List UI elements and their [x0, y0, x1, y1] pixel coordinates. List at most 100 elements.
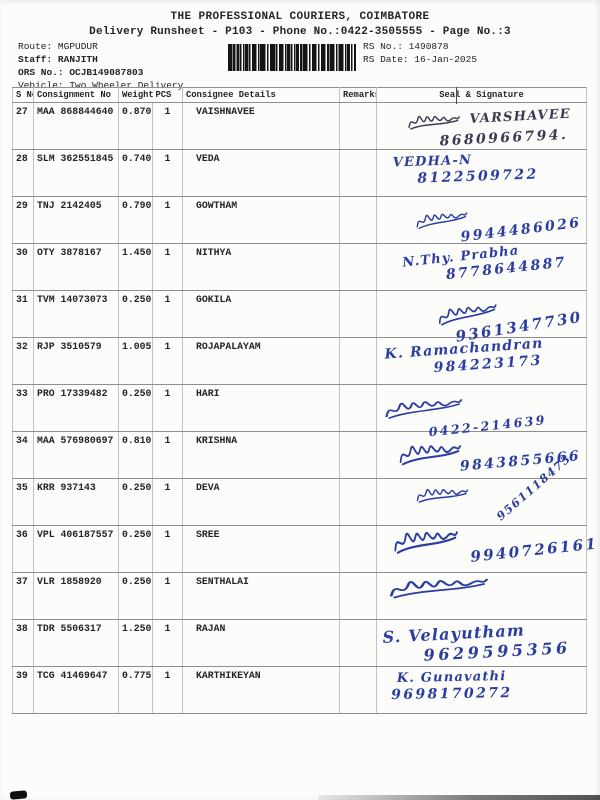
signature-line1	[385, 382, 545, 422]
signature-line1: K. Gunavathi	[397, 669, 513, 686]
cell-sno: 37	[12, 572, 34, 620]
cell-sno: 27	[12, 102, 34, 150]
cell-sno: 28	[12, 149, 34, 197]
cell-weight: 0.250	[118, 525, 153, 573]
ors-line: ORS No.: OCJB149087803	[18, 67, 183, 79]
cell-pcs: 1	[152, 243, 183, 291]
ors-value: OCJB149087803	[69, 67, 144, 78]
cell-consignee: KRISHNA	[182, 431, 340, 479]
cell-sno: 35	[12, 478, 34, 526]
cell-sno: 39	[12, 666, 34, 714]
signature-area: K. Ramachandran 984223173	[377, 335, 586, 384]
cell-sno: 34	[12, 431, 34, 479]
header-seal-signature: Seal & Signature	[376, 87, 587, 103]
handwritten-signature: VARSHAVEE 8680966794.	[404, 102, 572, 152]
cell-pcs: 1	[152, 525, 183, 573]
cell-remarks	[339, 384, 377, 432]
table-row: 30 OTY 3878167 1.450 1 NITHYA N.Thy. Pra…	[12, 243, 587, 291]
cell-pcs: 1	[152, 149, 183, 197]
ors-label: ORS No.:	[18, 67, 64, 78]
header-sno: S No	[12, 87, 34, 103]
table-row: 35 KRR 937143 0.250 1 DEVA 9561118473	[12, 451, 587, 526]
cell-seal-signature: 9940726161	[376, 525, 599, 573]
rs-no-value: 1490878	[408, 41, 449, 52]
shipment-info-left: Route: MGPUDUR Staff: RANJITH ORS No.: O…	[18, 41, 183, 93]
signature-scribble-icon	[394, 531, 458, 554]
cell-sno: 33	[12, 384, 34, 432]
cell-consignment: TDR 5506317	[33, 619, 119, 667]
handwritten-signature	[382, 574, 488, 602]
signature-area: N.Thy. Prabha 8778644887	[377, 243, 586, 290]
table-row: 37 VLR 1858920 0.250 1 SENTHALAI	[12, 572, 587, 620]
cell-remarks	[339, 619, 377, 667]
runsheet-subtitle: Delivery Runsheet - P103 - Phone No.:042…	[89, 26, 511, 38]
table-row: 36 VPL 406187557 0.250 1 SREE 9940726161	[12, 525, 599, 573]
cell-consignee: VEDA	[182, 149, 340, 197]
signature-line1	[412, 480, 471, 507]
cell-sno: 30	[12, 243, 34, 291]
handwritten-signature: S. Velayutham 9629595356	[382, 618, 571, 667]
cell-consignment: MAA 868844640	[33, 102, 119, 150]
signature-area: 9944486026	[377, 197, 586, 245]
table-row: 27 MAA 868844640 0.870 1 VAISHNAVEE VARS…	[12, 102, 587, 152]
cell-remarks	[339, 290, 377, 338]
header-consignment: Consignment No	[33, 87, 119, 103]
cell-seal-signature: VARSHAVEE 8680966794.	[376, 102, 587, 152]
signature-line1	[382, 574, 488, 602]
scan-artifact-blob	[9, 790, 28, 800]
cell-consignee: SENTHALAI	[182, 572, 340, 620]
company-title: THE PROFESSIONAL COURIERS, COIMBATORE	[170, 11, 430, 23]
cell-sno: 31	[12, 290, 34, 338]
cell-pcs: 1	[152, 102, 183, 150]
handwritten-signature: 9940726161	[394, 510, 599, 574]
staff-line: Staff: RANJITH	[18, 54, 183, 66]
cell-weight: 0.250	[118, 384, 153, 432]
table-row: 29 TNJ 2142405 0.790 1 GOWTHAM 994448602…	[12, 196, 587, 245]
signature-line1	[394, 510, 597, 555]
cell-sno: 36	[12, 525, 34, 573]
header-consignee: Consignee Details	[182, 87, 340, 103]
route-line: Route: MGPUDUR	[18, 41, 183, 53]
table-row: 31 TVM 14073073 0.250 1 GOKILA 936134773…	[12, 290, 587, 346]
cell-weight: 0.740	[118, 149, 153, 197]
cell-remarks	[339, 525, 377, 573]
cell-weight: 0.810	[118, 431, 153, 479]
runsheet-body: 27 MAA 868844640 0.870 1 VAISHNAVEE VARS…	[12, 102, 599, 714]
header-pcs: PCS	[152, 87, 183, 103]
route-value: MGPUDUR	[57, 41, 98, 52]
cell-remarks	[339, 196, 377, 244]
signature-scribble-icon	[399, 445, 461, 466]
cell-seal-signature: K. Gunavathi 9698170272	[376, 666, 587, 714]
signature-phone: 9698170272	[391, 684, 513, 704]
cell-seal-signature: 0422-214639	[376, 382, 587, 439]
signature-scribble-icon	[416, 212, 468, 230]
cell-seal-signature	[376, 572, 587, 620]
cell-seal-signature: 9361347730	[376, 290, 587, 346]
signature-line1	[399, 427, 581, 467]
cell-consignment: TVM 14073073	[33, 290, 119, 338]
cell-seal-signature: 9561118473	[376, 451, 587, 526]
cell-pcs: 1	[152, 666, 183, 714]
signature-name: VEDHA-N	[392, 152, 473, 171]
signature-line1	[411, 190, 580, 234]
cell-seal-signature: K. Ramachandran 984223173	[376, 335, 587, 385]
cell-weight: 0.250	[118, 478, 153, 526]
signature-scribble-icon	[416, 489, 469, 503]
staff-label: Staff:	[18, 54, 53, 65]
cell-sno: 32	[12, 337, 34, 385]
signature-area: 9843855666	[377, 432, 586, 478]
cell-pcs: 1	[152, 384, 183, 432]
signature-area	[377, 573, 586, 619]
header-gridline-tick	[456, 87, 457, 104]
barcode-icon	[228, 44, 356, 71]
cell-consignment: OTY 3878167	[33, 243, 119, 291]
cell-remarks	[339, 243, 377, 291]
signature-area: S. Velayutham 9629595356	[377, 620, 586, 666]
signature-line1	[437, 283, 581, 329]
rs-no-label: RS No.:	[363, 41, 403, 52]
cell-seal-signature: N.Thy. Prabha 8778644887	[376, 243, 587, 291]
cell-consignee: GOKILA	[182, 290, 340, 338]
cell-weight: 0.250	[118, 290, 153, 338]
cell-seal-signature: S. Velayutham 9629595356	[376, 619, 587, 667]
cell-consignment: VLR 1858920	[33, 572, 119, 620]
